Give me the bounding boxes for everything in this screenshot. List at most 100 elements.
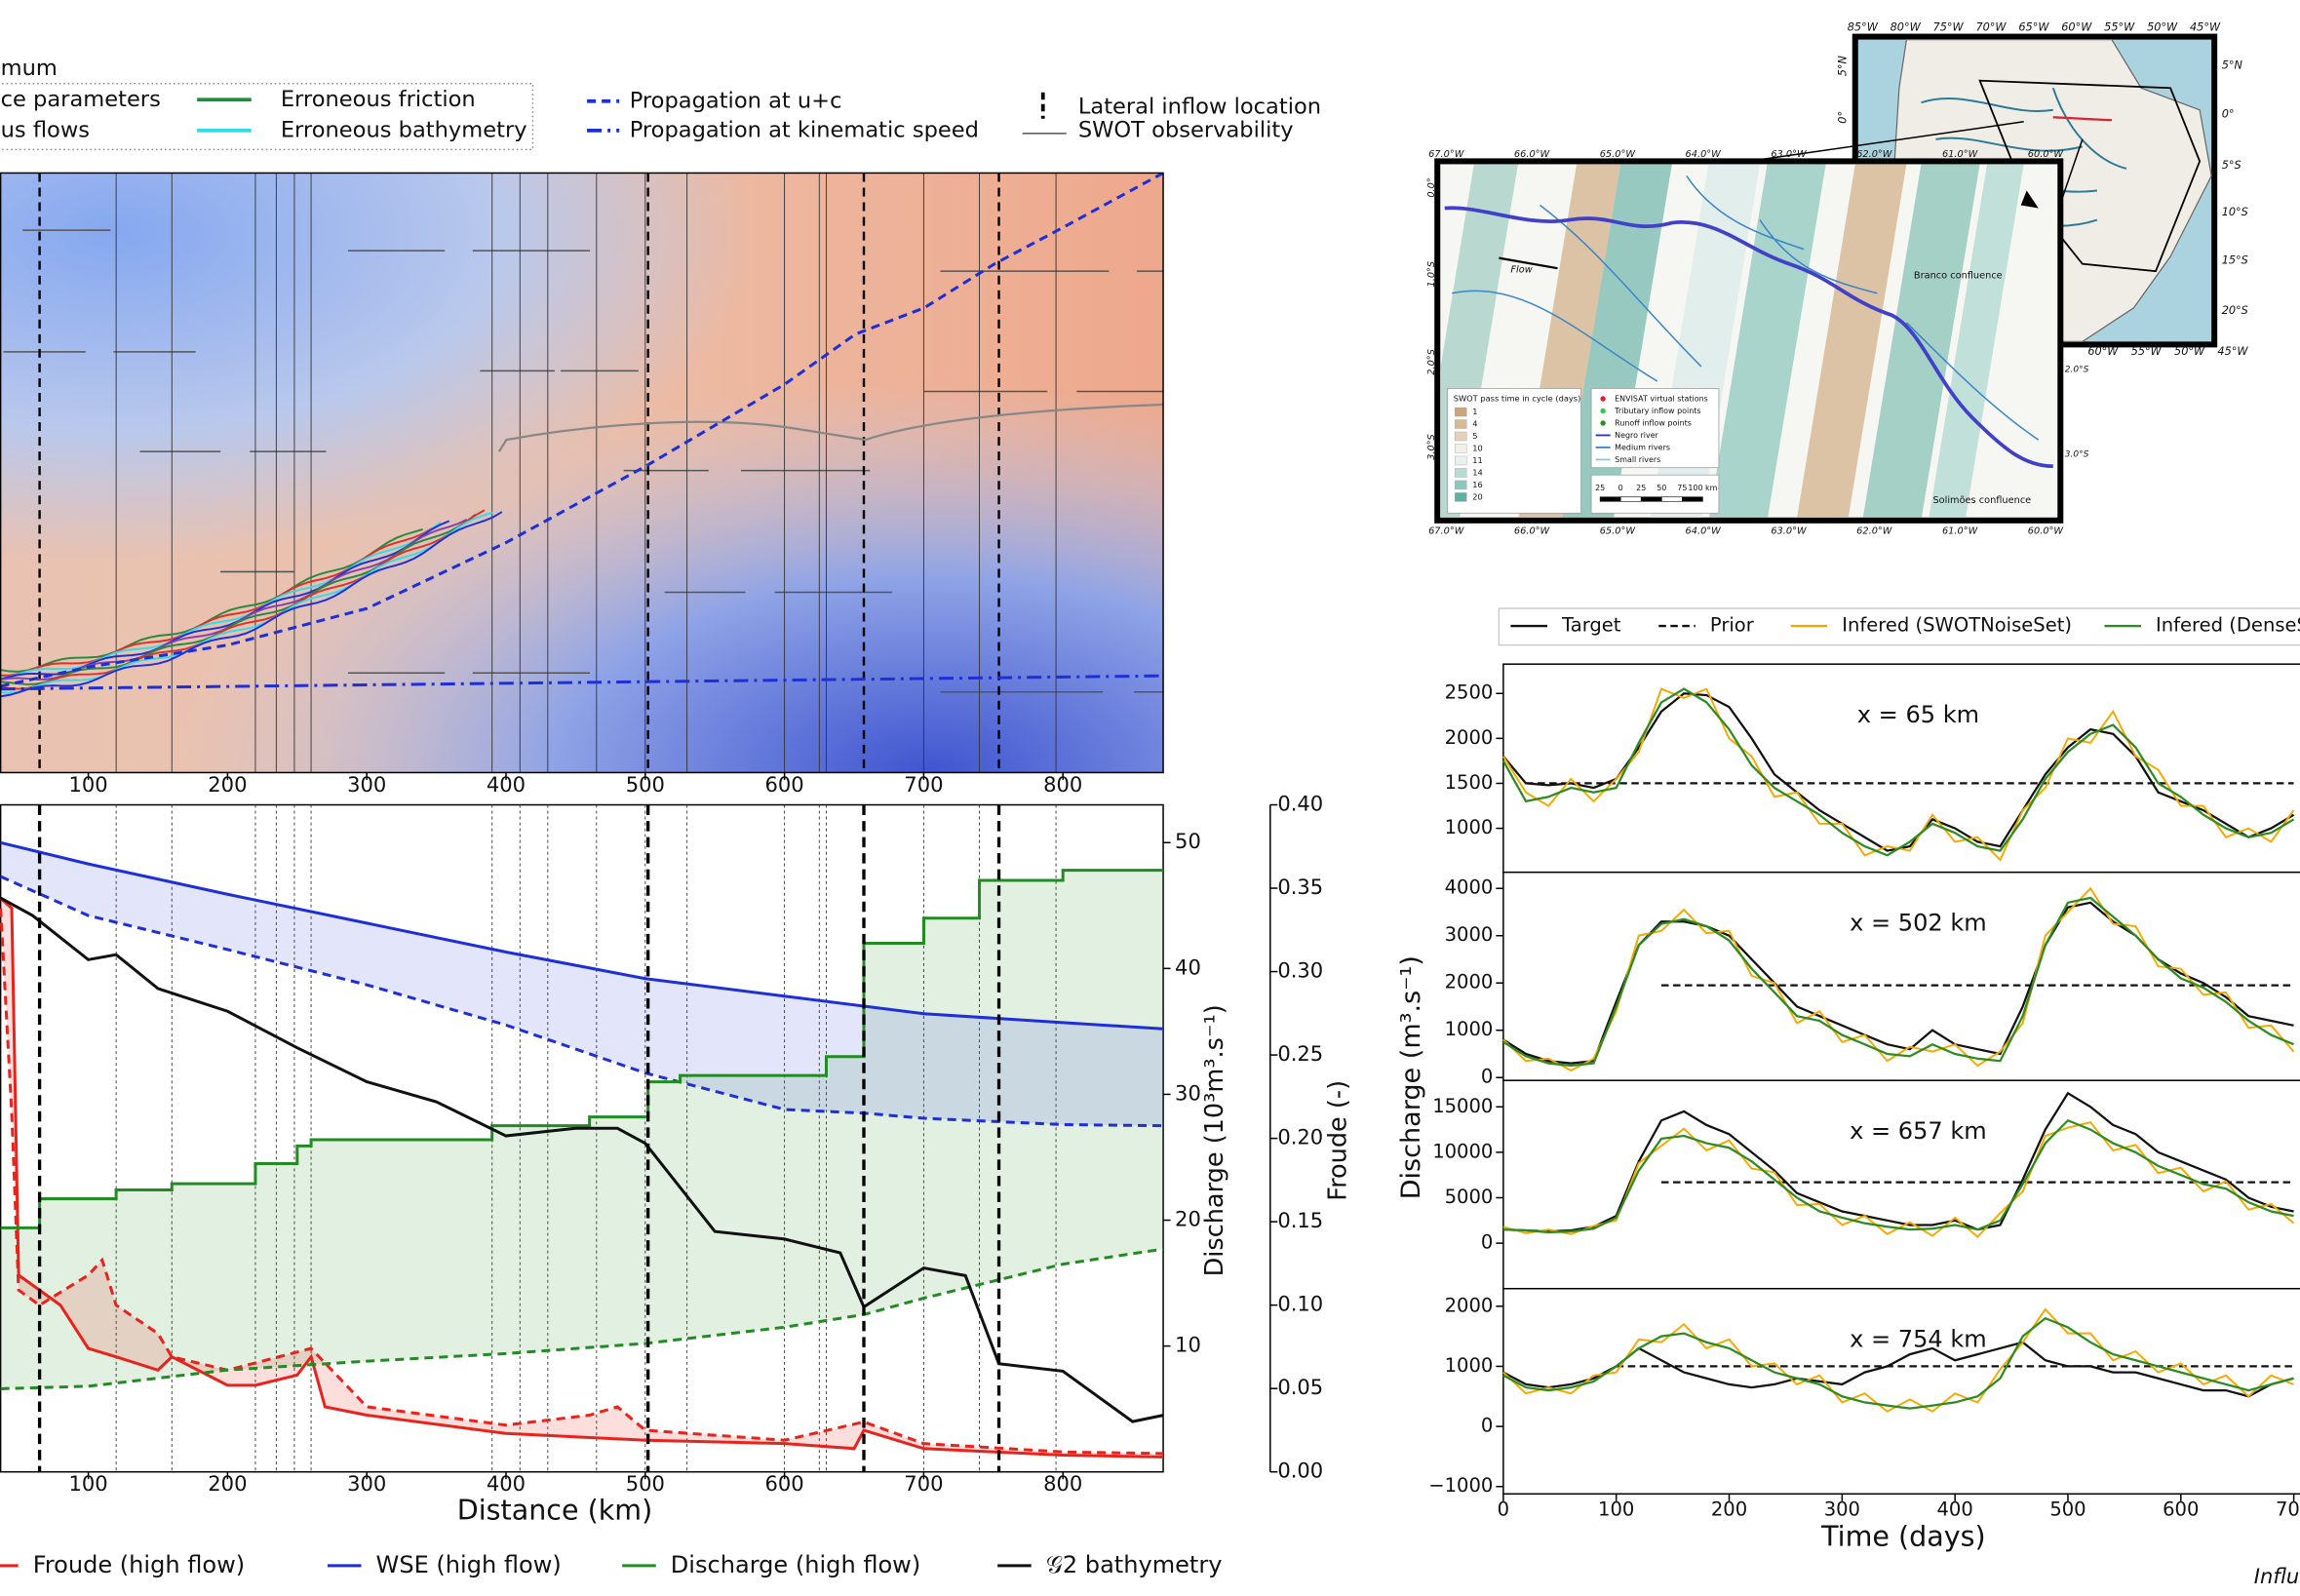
- map-lat-label: 5°N: [2222, 59, 2243, 72]
- map-lon-label: 60.0°W: [2028, 526, 2064, 536]
- x-tick-label: 100: [68, 772, 107, 797]
- legend-label: SWOT observability: [1078, 117, 1294, 142]
- legend-marker: [1600, 409, 1605, 413]
- x-tick-label: 500: [2049, 1498, 2086, 1520]
- map-legend-label: Negro river: [1615, 431, 1658, 440]
- scale-label: 25: [1595, 484, 1605, 492]
- map-lat-label: 3.0°S: [1426, 434, 1437, 460]
- x-tick-label: 500: [626, 772, 665, 797]
- map-lon-label: 45°W: [2190, 21, 2221, 34]
- x-tick-label: 600: [2163, 1498, 2199, 1520]
- x-axis-label: Distance (km): [457, 1493, 653, 1526]
- figure: 100200300400500600700800mumce parameters…: [0, 0, 2300, 1592]
- legend-box: [1448, 388, 1581, 513]
- x-tick-label: 800: [1043, 772, 1082, 797]
- x-tick-label: 200: [208, 772, 247, 797]
- y2-tick-label: 0.20: [1277, 1125, 1323, 1149]
- y-tick-label: 1000: [1445, 1018, 1494, 1040]
- map-legend-label: 20: [1472, 491, 1483, 501]
- map-lon-label: 66.0°W: [1514, 526, 1550, 536]
- map-lon-label: 55°W: [2104, 21, 2135, 34]
- y2-tick-label: 0.40: [1277, 792, 1323, 816]
- y-tick-label: 1000: [1445, 816, 1494, 838]
- map-legend-label: 11: [1472, 455, 1483, 465]
- y-tick-label: −1000: [1428, 1474, 1493, 1497]
- y2-axis-label: Froude (-): [1323, 1080, 1352, 1201]
- map-legend-label: Runoff inflow points: [1615, 418, 1692, 427]
- map-lon-label: 50°W: [2147, 21, 2178, 34]
- map-lat-label: 15°S: [2222, 254, 2248, 267]
- map-legend-label: 4: [1472, 419, 1477, 429]
- map-lon-label: 63.0°W: [1771, 526, 1807, 536]
- y-axis-label: Discharge (m³.s⁻¹): [1396, 955, 1426, 1199]
- scale-bar: [1682, 497, 1702, 502]
- y-tick-label: 10000: [1432, 1140, 1493, 1162]
- legend-marker: [1600, 420, 1605, 425]
- panel-annotation: x = 754 km: [1850, 1325, 1987, 1352]
- panel-frame: [1503, 1289, 2300, 1495]
- legend-label: us flows: [1, 117, 90, 142]
- x-tick-label: 600: [765, 772, 804, 797]
- y-tick-label: 30: [1175, 1080, 1201, 1105]
- scale-box: [1591, 475, 1719, 513]
- scale-bar: [1600, 497, 1620, 502]
- legend-swatch: [1455, 444, 1466, 452]
- legend-label: Discharge (high flow): [671, 1551, 920, 1578]
- map-lon-label: 70°W: [1975, 21, 2007, 34]
- map-lat-label: 5°S: [2222, 159, 2242, 172]
- x-tick-label: 200: [1711, 1498, 1747, 1520]
- x-tick-label: 100: [68, 1471, 107, 1496]
- y-tick-label: 3000: [1445, 923, 1494, 946]
- map-lat-label: 10°S: [2222, 206, 2248, 218]
- y-tick-label: 2000: [1445, 1294, 1494, 1316]
- legend-label: Prior: [1710, 614, 1755, 637]
- map-lat-label: 5°N: [1837, 55, 1850, 76]
- map-lon-label: 67.0°W: [1428, 526, 1464, 536]
- legend-swatch: [1455, 420, 1466, 429]
- y2-tick-label: 0.05: [1277, 1375, 1323, 1399]
- x-tick-label: 700: [904, 772, 943, 797]
- map-lon-label: 62.0°W: [1856, 526, 1892, 536]
- map-lat-label: 3.0°S: [2065, 450, 2089, 460]
- map-legend-label: 1: [1472, 407, 1477, 416]
- map-legend-label: Small rivers: [1615, 455, 1660, 464]
- legend-label: mum: [1, 56, 58, 81]
- map-lat-label: 0°: [1837, 111, 1850, 124]
- x-tick-label: 300: [347, 772, 386, 797]
- heatmap-blue-region: [1, 173, 1163, 772]
- x-tick-label: 0: [1498, 1498, 1509, 1520]
- scale-label: 25: [1636, 484, 1646, 492]
- x-tick-label: 800: [1043, 1471, 1082, 1496]
- map-lon-label: 80°W: [1891, 21, 1922, 34]
- x-tick-label: 100: [1598, 1498, 1634, 1520]
- y-tick-label: 10: [1175, 1333, 1201, 1357]
- scale-label: 100 km: [1688, 484, 1717, 492]
- x-tick-label: 700: [904, 1471, 943, 1496]
- y-tick-label: 20: [1175, 1207, 1201, 1231]
- y-tick-label: 1500: [1445, 771, 1494, 794]
- panel-annotation: x = 65 km: [1857, 701, 1979, 728]
- y-tick-label: 0: [1481, 1231, 1493, 1254]
- x-tick-label: 400: [1937, 1498, 1973, 1520]
- map-lat-label: 2.0°S: [2065, 365, 2089, 374]
- x-axis-label: Time (days): [1820, 1519, 1986, 1552]
- map-legend-label: ENVISAT virtual stations: [1615, 395, 1708, 404]
- legend-marker: [1600, 396, 1605, 401]
- y-tick-label: 15000: [1432, 1095, 1493, 1117]
- x-tick-label: 600: [765, 1471, 804, 1496]
- map-lon-label: 75°W: [1933, 21, 1965, 34]
- legend-label: Erroneous friction: [281, 87, 476, 112]
- panel-annotation: x = 657 km: [1850, 1117, 1987, 1145]
- map-lon-label: 61.0°W: [1942, 149, 1978, 160]
- space-time-panel: [1, 173, 1163, 772]
- legend-label: WSE (high flow): [376, 1551, 562, 1578]
- map-legend-label: Medium rivers: [1615, 443, 1670, 451]
- map-lon-label: 63.0°W: [1771, 149, 1807, 160]
- scale-bar: [1620, 497, 1641, 502]
- x-tick-label: 700: [2276, 1498, 2300, 1520]
- legend-swatch: [1455, 468, 1466, 477]
- map-lon-label: 65.0°W: [1600, 149, 1636, 160]
- y-tick-label: 2000: [1445, 726, 1494, 749]
- y-tick-label: 0: [1481, 1066, 1493, 1088]
- y-tick-label: 1000: [1445, 1354, 1494, 1377]
